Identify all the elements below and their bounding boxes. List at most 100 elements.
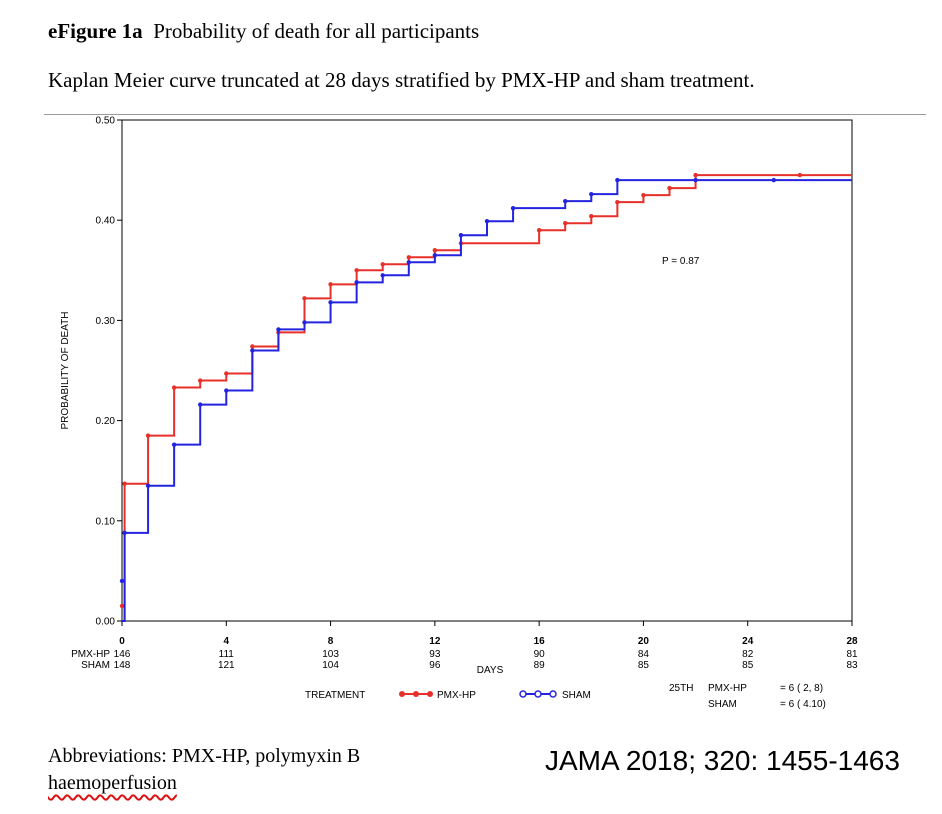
km-step-line (122, 179, 852, 622)
risk-count: 103 (322, 649, 339, 660)
event-point (406, 260, 411, 265)
risk-count: 148 (114, 660, 131, 671)
event-point (615, 199, 620, 205)
risk-count: 89 (534, 660, 546, 671)
x-tick-label: 8 (328, 636, 334, 647)
censor-point (771, 177, 776, 183)
y-tick-label: 0.30 (96, 316, 116, 327)
figure-subtitle: Kaplan Meier curve truncated at 28 days … (48, 68, 755, 92)
event-point (432, 253, 438, 258)
event-point (432, 248, 438, 253)
risk-count: 146 (114, 649, 131, 660)
legend-label-pmx-hp: PMX-HP (437, 690, 476, 701)
event-point (302, 320, 307, 325)
event-point (224, 371, 229, 376)
y-tick-label: 0.10 (96, 516, 116, 527)
risk-count: 85 (638, 660, 650, 671)
event-point (171, 442, 177, 447)
y-tick-label: 0.40 (96, 216, 116, 227)
event-point (641, 192, 646, 198)
figure-title-text: Probability of death for all participant… (153, 19, 480, 43)
risk-row-label: PMX-HP (71, 649, 110, 660)
event-point (667, 185, 672, 191)
event-point (458, 233, 464, 238)
risk-count: 111 (219, 649, 235, 660)
x-tick-label: 0 (119, 636, 125, 647)
censor-point (119, 578, 125, 584)
legend-marker-pmx-hp (399, 691, 405, 697)
event-point (250, 348, 255, 353)
figure-title: eFigure 1a Probability of death for all … (48, 19, 479, 44)
quartile-row-label: SHAM (708, 699, 737, 710)
legend-marker-sham (519, 690, 527, 698)
event-point (328, 300, 333, 305)
event-point (198, 378, 203, 383)
quartile-row-value: = 6 ( 2, 8) (780, 683, 823, 694)
event-point (276, 327, 281, 332)
axes-layer: 0.00 0.10 0.20 0.30 0.40 0.50 PROBABILITY OF D… (60, 116, 858, 677)
abbreviations-line-2: haemoperfusion (48, 772, 177, 794)
risk-count: 83 (846, 660, 858, 671)
x-tick-label: 4 (224, 636, 230, 647)
event-point (122, 530, 127, 536)
legend-marker-sham (549, 690, 557, 698)
censor-point (693, 177, 698, 183)
risk-count: 90 (534, 649, 546, 660)
event-point (250, 344, 255, 349)
event-point (328, 282, 333, 287)
risk-count: 104 (322, 660, 339, 671)
abbreviations-line-1: Abbreviations: PMX-HP, polymyxin B (48, 745, 361, 767)
y-axis-label: PROBABILITY OF DEATH (60, 312, 71, 430)
quartile-heading: 25TH (669, 683, 693, 694)
legend-title: TREATMENT (305, 690, 365, 701)
censor-point (119, 603, 125, 609)
x-tick-label: 12 (429, 636, 441, 647)
abbreviations: Abbreviations: PMX-HP, polymyxin B haemo… (48, 743, 428, 797)
event-point (484, 219, 490, 224)
x-tick-label: 20 (638, 636, 650, 647)
event-point (563, 198, 568, 204)
event-point (354, 280, 359, 285)
event-point (145, 483, 151, 488)
legend-marker-pmx-hp (427, 691, 433, 697)
event-point (510, 205, 516, 211)
x-tick-label: 28 (846, 636, 858, 647)
figure-label: eFigure 1a (48, 19, 143, 43)
x-tick-label: 16 (534, 636, 546, 647)
quartile-row-label: PMX-HP (708, 683, 747, 694)
x-axis-label: DAYS (477, 665, 504, 676)
event-point (589, 191, 594, 197)
event-point (693, 172, 698, 178)
legend-marker-sham (534, 690, 542, 698)
event-point (198, 402, 203, 407)
event-point (406, 255, 411, 260)
y-tick-label: 0.50 (96, 116, 116, 127)
event-point (615, 177, 620, 183)
risk-count: 81 (846, 649, 858, 660)
km-step-line (122, 174, 852, 622)
event-point (380, 273, 385, 278)
event-point (536, 228, 542, 233)
citation: JAMA 2018; 320: 1455-1463 (545, 745, 900, 776)
y-tick-label: 0.20 (96, 416, 116, 427)
event-point (145, 433, 151, 438)
plot-frame (121, 119, 853, 622)
event-point (171, 385, 177, 390)
plot-frame-layer (121, 119, 853, 622)
risk-count: 96 (429, 660, 441, 671)
series-layer (119, 172, 852, 622)
event-point (122, 481, 127, 486)
censor-point (797, 172, 803, 178)
legend-label-sham: SHAM (562, 690, 591, 701)
series-pmx-hp (119, 172, 852, 622)
risk-count: 121 (218, 660, 235, 671)
series-sham (119, 177, 852, 622)
x-tick-label: 24 (742, 636, 754, 647)
event-point (563, 221, 568, 226)
risk-row-label: SHAM (81, 660, 110, 671)
risk-count: 82 (742, 649, 754, 660)
quartile-row-value: = 6 ( 4.10) (780, 699, 826, 710)
annotation-layer: P = 0.87 TREATMENT PMX-HP SHAM 25TH PMX-HP = 6… (305, 256, 826, 710)
divider (44, 114, 926, 115)
